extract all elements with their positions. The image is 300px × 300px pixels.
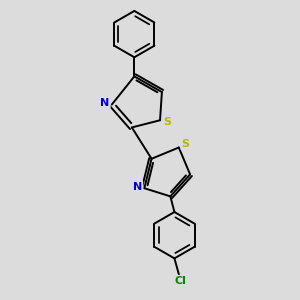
Text: N: N — [100, 98, 110, 108]
Text: S: S — [182, 140, 190, 149]
Text: Cl: Cl — [175, 276, 187, 286]
Text: S: S — [163, 117, 171, 127]
Text: N: N — [133, 182, 142, 192]
